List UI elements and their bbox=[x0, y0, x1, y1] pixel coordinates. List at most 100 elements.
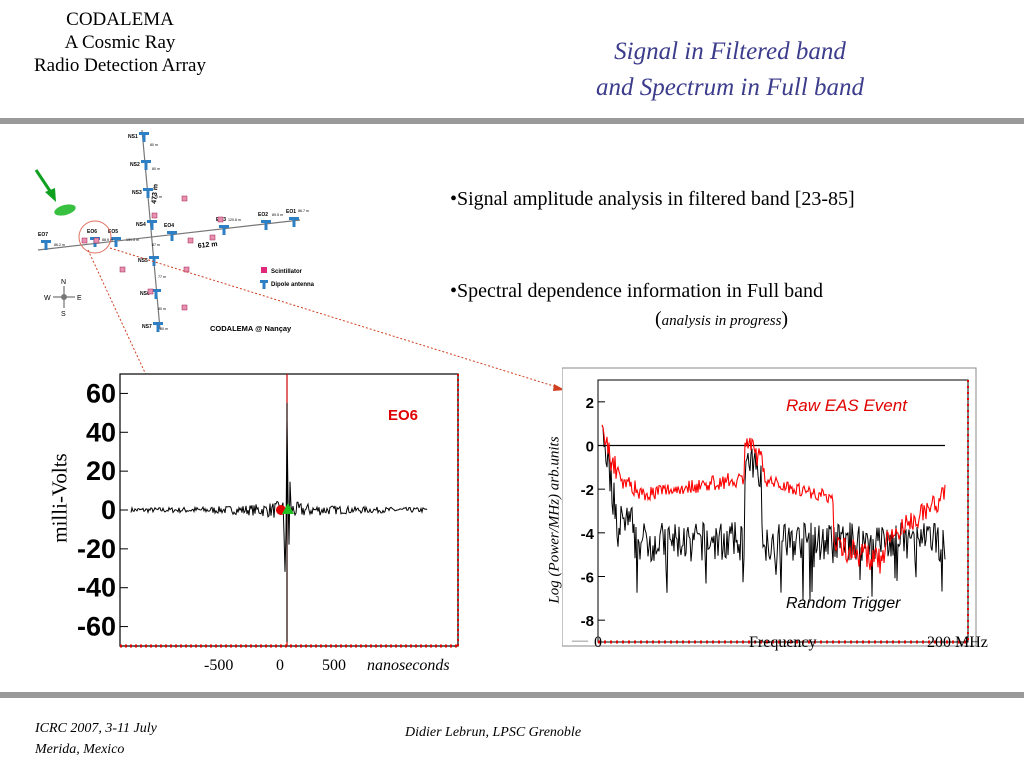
distance-label: 88.9 m bbox=[102, 238, 113, 242]
distance-label: 86.2 m bbox=[54, 243, 65, 247]
spectrum-ytick: 0 bbox=[586, 439, 594, 456]
spectrum-ytick: -2 bbox=[581, 482, 594, 499]
scintillator-icon bbox=[209, 234, 216, 241]
connector-to-spectrum bbox=[109, 247, 561, 389]
station-label: NS1 bbox=[128, 134, 138, 140]
scintillator-icon bbox=[217, 216, 224, 223]
station-label: NS2 bbox=[130, 162, 140, 168]
signal-ylabel-box: milli-Volts bbox=[45, 438, 75, 558]
compass-icon: N S E W bbox=[44, 279, 82, 318]
array-map: 473 m 612 m NS1 NS2 NS3 NS4 NS5 NS6 NS7 EO1 EO2 E… bbox=[30, 124, 330, 346]
scintillator-icon bbox=[147, 288, 154, 295]
green-arrowhead-icon bbox=[45, 188, 56, 202]
station-label: EO1 bbox=[286, 209, 296, 215]
bullet-note: (analysis in progress) bbox=[655, 308, 789, 330]
signal-xunit: nanoseconds bbox=[367, 657, 450, 674]
station-markers: NS1NS2NS3NS4NS5NS6NS7EO1EO2EO3EO4EO5EO6E… bbox=[38, 132, 309, 332]
signal-trace bbox=[130, 403, 428, 643]
title-line: and Spectrum in Full band bbox=[595, 74, 865, 101]
station-label: EO2 bbox=[258, 212, 268, 218]
scintillator-legend-icon bbox=[261, 267, 267, 273]
station-label: NS7 bbox=[142, 324, 152, 330]
legend-red: Raw EAS Event bbox=[786, 396, 908, 415]
footer-line: ICRC 2007, 3-11 July bbox=[35, 721, 157, 736]
distance-label: 75 m bbox=[154, 195, 162, 199]
dipole-antenna-icon bbox=[289, 217, 299, 227]
distance-label: 77 m bbox=[158, 275, 166, 279]
signal-yticks: 60 40 20 0 -20 -40 -60 bbox=[77, 378, 128, 642]
spectrum-frame bbox=[597, 379, 969, 643]
spectrum-ylabel: Log (Power/MHz) arb.units bbox=[546, 436, 563, 604]
spectrum-ytick: -6 bbox=[581, 570, 594, 587]
green-marker-icon bbox=[282, 503, 294, 514]
map-background bbox=[30, 124, 330, 346]
header-line: Radio Detection Array bbox=[33, 55, 206, 76]
legend-black: Random Trigger bbox=[786, 595, 901, 612]
spectrum-xtick: 0 bbox=[594, 634, 602, 651]
random-trigger-trace bbox=[601, 425, 946, 601]
bullet-spectral: •Spectral dependence information in Full… bbox=[450, 280, 824, 302]
dipole-antenna-icon bbox=[147, 220, 157, 230]
distance-label: 89.5 m bbox=[272, 213, 283, 217]
scintillator-icon bbox=[93, 237, 100, 244]
signal-ytick: -20 bbox=[77, 534, 116, 564]
map-caption: CODALEMA @ Nançay bbox=[210, 324, 292, 333]
distance-label: 80 m bbox=[152, 167, 160, 171]
signal-xtick: 500 bbox=[322, 657, 346, 674]
signal-ytick: 20 bbox=[86, 456, 116, 486]
station-label: EO5 bbox=[108, 229, 118, 235]
dipole-antenna-icon bbox=[219, 225, 229, 235]
compass-n: N bbox=[61, 279, 66, 286]
station-label: EO4 bbox=[164, 223, 174, 229]
dipole-antenna-icon bbox=[151, 289, 161, 299]
distance-label: 80 m bbox=[150, 143, 158, 147]
signal-xtick: 0 bbox=[276, 657, 284, 674]
signal-ytick: 60 bbox=[86, 378, 116, 408]
header-line: A Cosmic Ray bbox=[64, 32, 176, 53]
spectrum-xtick: 200 MHz bbox=[927, 634, 988, 651]
compass-s: S bbox=[61, 311, 66, 318]
footer-conference: ICRC 2007, 3-11 July Merida, Mexico bbox=[35, 718, 157, 760]
scintillator-icon bbox=[81, 237, 88, 244]
dash-glyph: — bbox=[572, 632, 588, 649]
spectrum-plot: 2 0 -2 -4 -6 -8 Raw EAS Event Random Trigger bbox=[562, 367, 977, 647]
dipole-antenna-icon bbox=[153, 322, 163, 332]
signal-ytick: 0 bbox=[101, 495, 116, 525]
compass-e: E bbox=[77, 295, 82, 302]
spectrum-xtick: Frequency bbox=[749, 634, 817, 651]
scintillator-icon bbox=[181, 195, 188, 202]
spectrum-ytick: 2 bbox=[586, 395, 594, 412]
ns-length: 473 m bbox=[151, 184, 160, 204]
spectrum-yticks: 2 0 -2 -4 -6 -8 bbox=[581, 395, 605, 630]
eas-event-trace bbox=[601, 424, 946, 574]
scintillator-icon bbox=[187, 237, 194, 244]
header-institution: CODALEMA A Cosmic Ray Radio Detection Ar… bbox=[0, 8, 240, 77]
eo-length: 612 m bbox=[197, 241, 217, 250]
station-label: EO7 bbox=[38, 232, 48, 238]
connector-to-signal bbox=[87, 249, 161, 406]
station-label: NS5 bbox=[138, 258, 148, 264]
signal-plot: 60 40 20 0 -20 -40 -60 EO6 bbox=[77, 373, 459, 648]
distance-label: 120.6 m bbox=[228, 218, 241, 222]
slide-title: Signal in Filtered band and Spectrum in … bbox=[520, 34, 940, 106]
footer-divider bbox=[0, 692, 1024, 698]
dipole-legend-icon bbox=[260, 280, 268, 289]
station-label: NS3 bbox=[132, 190, 142, 196]
station-label: EO6 bbox=[388, 407, 418, 424]
air-shower-blob bbox=[54, 204, 76, 216]
distance-label: 86.7 m bbox=[298, 209, 309, 213]
bullet-filtered: •Signal amplitude analysis in filtered b… bbox=[450, 188, 855, 210]
scintillator-icon bbox=[181, 304, 188, 311]
spectrum-ytick: -4 bbox=[581, 526, 595, 543]
distance-label: 87 m bbox=[152, 243, 160, 247]
distance-label: 131.5 m bbox=[126, 238, 139, 242]
dipole-antenna-icon bbox=[141, 160, 151, 170]
spectrum-ytick: -8 bbox=[581, 613, 594, 630]
scintillator-icon bbox=[151, 212, 158, 219]
dipole-antenna-icon bbox=[41, 240, 51, 250]
scintillator-icon bbox=[119, 266, 126, 273]
station-label: EO6 bbox=[87, 229, 97, 235]
station-label: NS4 bbox=[136, 222, 146, 228]
distance-label: 80 m bbox=[160, 327, 168, 331]
dipole-antenna-icon bbox=[261, 220, 271, 230]
